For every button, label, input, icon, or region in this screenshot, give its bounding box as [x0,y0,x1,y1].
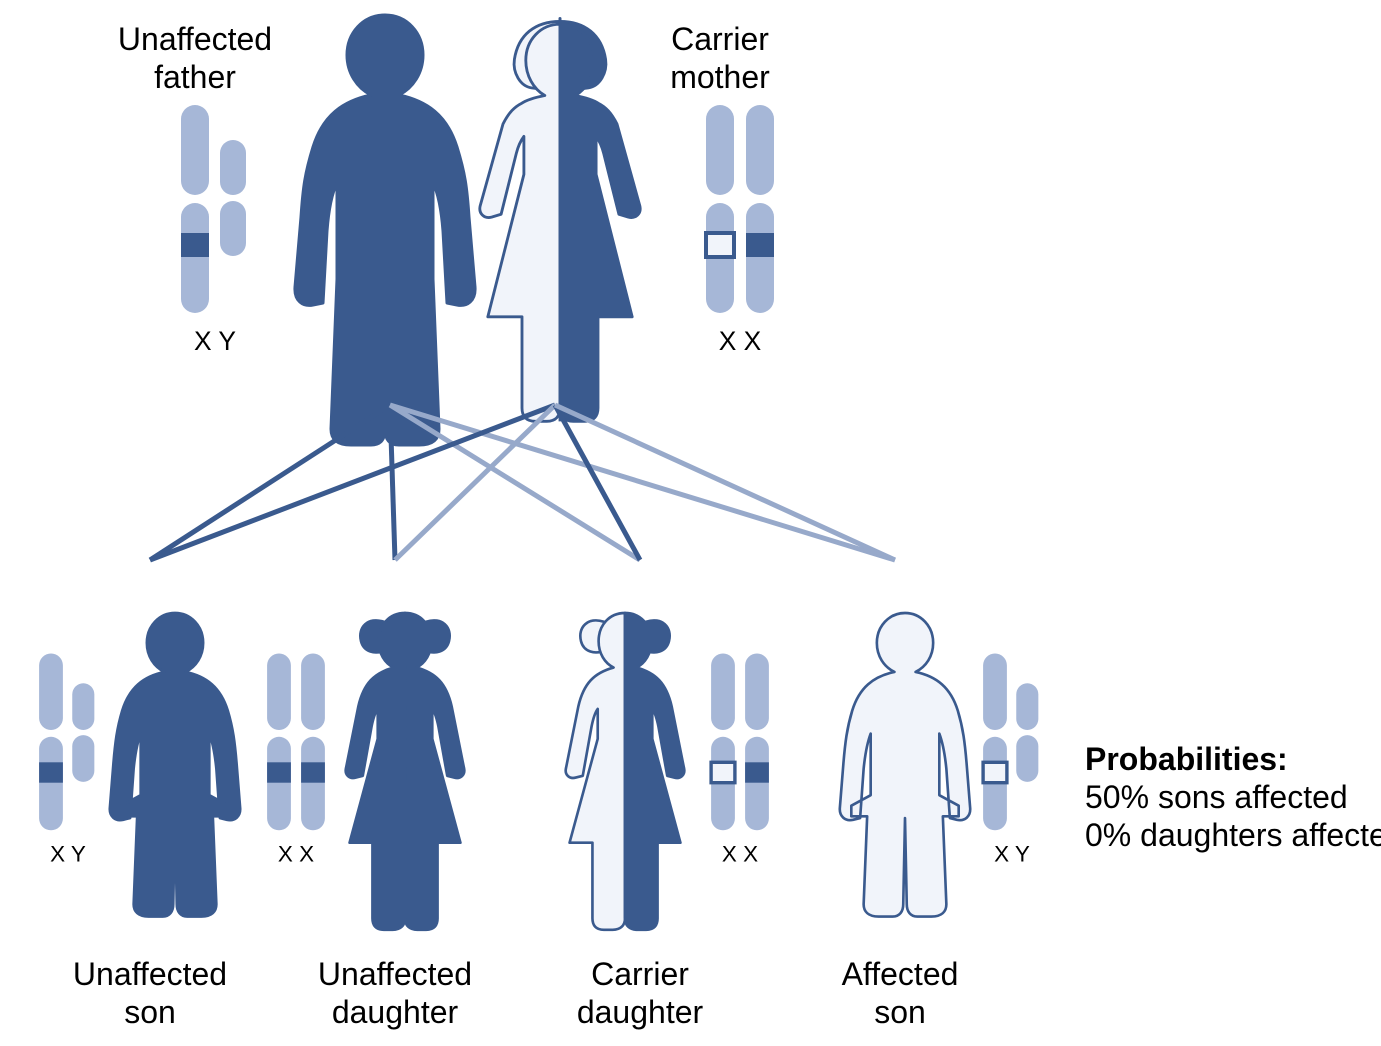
mother-label-2: mother [670,59,770,95]
c4-label-2: son [874,994,926,1030]
father-label-2: father [154,59,236,95]
person-male [295,15,475,445]
chromosome-pair: X X [706,105,774,356]
mother-label-1: Carrier [671,21,769,57]
inheritance-line [555,405,640,560]
chromosome-letters: X Y [50,842,86,867]
person-boy [840,613,970,917]
father-label-1: Unaffected [118,21,272,57]
inheritance-diagram: UnaffectedfatherCarriermotherX YX XX YX … [0,0,1381,1046]
chromosome-pair: X Y [983,654,1038,867]
chromosome-letters: X Y [994,842,1030,867]
c2-label-2: daughter [332,994,459,1030]
c1-label-2: son [124,994,176,1030]
chromosome-pair: X X [711,654,769,867]
chromosome-letters: X Y [194,326,236,356]
probabilities-line-1: 50% sons affected [1085,779,1348,815]
chromosome-pair: X Y [39,654,94,867]
c2-label-1: Unaffected [318,956,472,992]
person-boy [110,613,240,917]
probabilities-line-2: 0% daughters affected [1085,817,1381,853]
chromosome-letters: X X [278,842,314,867]
c4-label-1: Affected [842,956,959,992]
inheritance-line [390,405,895,560]
chromosome-letters: X X [719,326,762,356]
probabilities-title: Probabilities: [1085,741,1288,777]
c1-label-1: Unaffected [73,956,227,992]
person-girl [566,613,685,930]
person-female [480,19,640,422]
chromosome-pair: X X [267,654,325,867]
c3-label-1: Carrier [591,956,689,992]
person-girl [346,613,465,930]
chromosome-pair: X Y [181,105,246,356]
chromosome-letters: X X [722,842,758,867]
c3-label-2: daughter [577,994,704,1030]
